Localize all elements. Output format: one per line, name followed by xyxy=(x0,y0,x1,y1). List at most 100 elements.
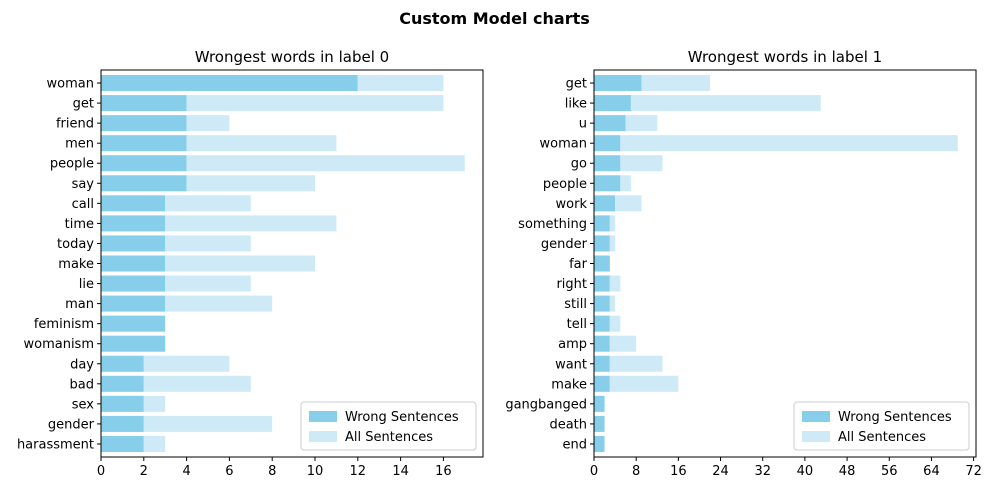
bar-all-sentences-harassment xyxy=(143,435,166,452)
bar-all-sentences-man xyxy=(165,295,273,312)
bar-all-sentences-still xyxy=(609,295,616,312)
y-tick-label: lie xyxy=(79,277,94,292)
bar-all-sentences-time xyxy=(165,215,337,232)
bar-all-sentences-sex xyxy=(143,395,166,412)
y-tick-label: day xyxy=(70,357,94,372)
legend-swatch-1 xyxy=(309,431,337,442)
bar-wrong-sentences-gender xyxy=(594,235,610,252)
bar-wrong-sentences-sex xyxy=(101,395,144,412)
bar-wrong-sentences-get xyxy=(594,75,642,92)
y-tick-label: woman xyxy=(540,137,587,152)
y-tick-label: people xyxy=(543,177,587,192)
bar-all-sentences-go xyxy=(620,155,663,172)
x-tick-label: 8 xyxy=(268,464,276,479)
y-tick-label: gender xyxy=(541,237,588,252)
y-tick-label: people xyxy=(50,157,94,172)
legend-swatch-0 xyxy=(802,411,830,422)
bar-wrong-sentences-friend xyxy=(101,115,187,132)
x-tick-label: 16 xyxy=(435,464,452,479)
bar-all-sentences-work xyxy=(615,195,642,212)
y-tick-label: death xyxy=(549,417,587,432)
bar-wrong-sentences-end xyxy=(594,435,605,452)
bar-wrong-sentences-woman xyxy=(594,135,621,152)
x-tick-label: 56 xyxy=(881,464,898,479)
x-tick-label: 4 xyxy=(182,464,190,479)
y-tick-label: gender xyxy=(48,417,95,432)
y-tick-label: make xyxy=(551,377,587,392)
subplot-title: Wrongest words in label 0 xyxy=(195,48,389,66)
bar-all-sentences-people xyxy=(186,155,465,172)
y-tick-label: go xyxy=(571,157,587,172)
bar-wrong-sentences-death xyxy=(594,415,605,432)
bar-all-sentences-today xyxy=(165,235,251,252)
x-tick-label: 48 xyxy=(839,464,856,479)
bar-wrong-sentences-make xyxy=(101,255,166,272)
legend-box xyxy=(793,401,970,451)
bar-wrong-sentences-make xyxy=(594,375,610,392)
y-tick-label: sex xyxy=(72,397,95,412)
bar-wrong-sentences-say xyxy=(101,175,187,192)
y-tick-label: call xyxy=(72,197,94,212)
x-tick-label: 40 xyxy=(797,464,814,479)
y-tick-label: something xyxy=(518,217,587,232)
bar-wrong-sentences-bad xyxy=(101,375,144,392)
bar-wrong-sentences-today xyxy=(101,235,166,252)
bar-wrong-sentences-lie xyxy=(101,275,166,292)
legend-swatch-1 xyxy=(802,431,830,442)
bar-wrong-sentences-people xyxy=(101,155,187,172)
bar-all-sentences-something xyxy=(609,215,616,232)
bar-all-sentences-people xyxy=(620,175,631,192)
bar-wrong-sentences-get xyxy=(101,95,187,112)
y-tick-label: make xyxy=(58,257,94,272)
y-tick-label: like xyxy=(565,97,587,112)
bar-wrong-sentences-call xyxy=(101,195,166,212)
legend-swatch-0 xyxy=(309,411,337,422)
x-tick-label: 16 xyxy=(670,464,687,479)
x-tick-label: 24 xyxy=(712,464,729,479)
bar-all-sentences-woman xyxy=(620,135,958,152)
bar-wrong-sentences-amp xyxy=(594,335,610,352)
y-tick-label: harassment xyxy=(17,437,94,452)
subplot-0: Wrongest words in label 0 woman get friend m… xyxy=(17,48,484,479)
bar-wrong-sentences-like xyxy=(594,95,631,112)
y-tick-label: get xyxy=(73,97,94,112)
bar-wrong-sentences-far xyxy=(594,255,610,272)
bar-wrong-sentences-woman xyxy=(101,75,358,92)
bar-all-sentences-gender xyxy=(143,415,273,432)
bar-wrong-sentences-u xyxy=(594,115,626,132)
figure-title: Custom Model charts xyxy=(399,9,590,28)
x-tick-label: 32 xyxy=(754,464,771,479)
y-tick-label: amp xyxy=(558,337,587,352)
y-tick-label: say xyxy=(72,177,95,192)
bar-wrong-sentences-harassment xyxy=(101,435,144,452)
y-tick-label: work xyxy=(556,197,588,212)
bar-all-sentences-make xyxy=(165,255,316,272)
legend-label-1: All Sentences xyxy=(345,430,433,445)
y-tick-label: bad xyxy=(70,377,94,392)
bar-wrong-sentences-something xyxy=(594,215,610,232)
y-tick-label: u xyxy=(579,117,587,132)
subplot-title: Wrongest words in label 1 xyxy=(688,48,882,66)
bar-all-sentences-get xyxy=(641,75,710,92)
y-tick-label: end xyxy=(563,437,588,452)
bar-wrong-sentences-gangbanged xyxy=(594,395,605,412)
bar-all-sentences-say xyxy=(186,175,316,192)
bar-wrong-sentences-right xyxy=(594,275,610,292)
bar-all-sentences-woman xyxy=(357,75,444,92)
y-tick-label: friend xyxy=(56,117,94,132)
subplot-1: Wrongest words in label 1 get like u woman go… xyxy=(505,48,982,479)
x-tick-label: 12 xyxy=(350,464,367,479)
bar-all-sentences-men xyxy=(186,135,337,152)
bar-wrong-sentences-man xyxy=(101,295,166,312)
bar-all-sentences-tell xyxy=(609,315,621,332)
legend-label-0: Wrong Sentences xyxy=(838,410,952,425)
x-tick-label: 14 xyxy=(392,464,409,479)
legend-label-0: Wrong Sentences xyxy=(345,410,459,425)
bar-wrong-sentences-time xyxy=(101,215,166,232)
y-tick-label: still xyxy=(564,297,587,312)
bar-wrong-sentences-go xyxy=(594,155,621,172)
bar-wrong-sentences-womanism xyxy=(101,335,166,352)
bar-wrong-sentences-work xyxy=(594,195,616,212)
bar-all-sentences-call xyxy=(165,195,251,212)
x-tick-label: 72 xyxy=(965,464,982,479)
